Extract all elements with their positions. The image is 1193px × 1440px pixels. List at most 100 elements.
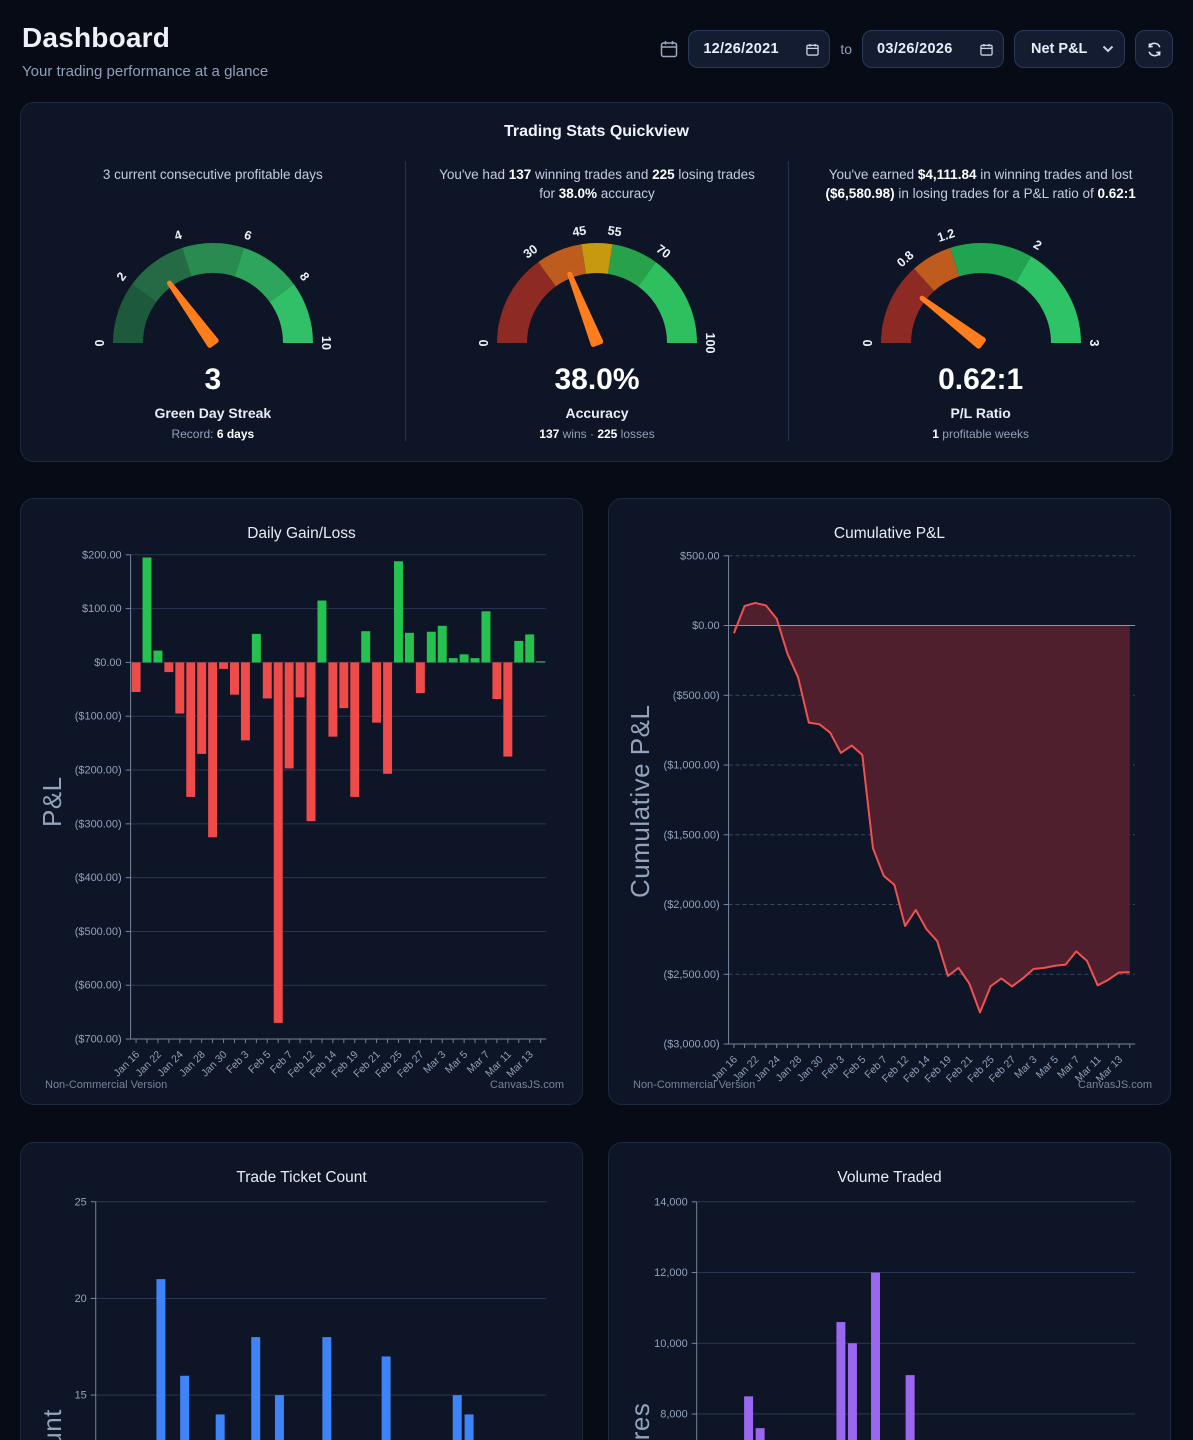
gauge-column-pl-ratio: You've earned $4,111.84 in winning trade…: [788, 161, 1172, 441]
svg-text:$0.00: $0.00: [94, 657, 121, 669]
chart-panel-trade-ticket-count: Trade Ticket Count Count 25 20 15: [20, 1142, 583, 1440]
svg-text:($500.00): ($500.00): [673, 690, 720, 702]
header-titles: Dashboard Your trading performance at a …: [22, 22, 268, 80]
svg-text:Feb 3: Feb 3: [820, 1054, 847, 1081]
gauge-caption: You've earned $4,111.84 in winning trade…: [825, 167, 1136, 201]
y-axis-title: Cumulative P&L: [625, 704, 655, 899]
svg-text:12,000: 12,000: [654, 1267, 688, 1279]
svg-text:($1,500.00): ($1,500.00): [664, 829, 720, 841]
chart-title: Volume Traded: [837, 1169, 942, 1186]
chart-title: Cumulative P&L: [833, 525, 946, 542]
gauge-column-accuracy: You've had 137 winning trades and 225 lo…: [404, 161, 789, 441]
svg-text:Mar 5: Mar 5: [444, 1049, 471, 1076]
header: Dashboard Your trading performance at a …: [20, 20, 1173, 80]
gauge-title: P/L Ratio: [950, 405, 1011, 421]
calendar-picker-icon[interactable]: [980, 43, 993, 56]
svg-text:Feb 5: Feb 5: [842, 1054, 869, 1081]
volume-traded-chart[interactable]: 14,000 12,000 10,000 8,000: [609, 1143, 1170, 1440]
svg-text:6: 6: [242, 228, 253, 243]
svg-text:($500.00): ($500.00): [75, 926, 122, 938]
svg-text:($3,000.00): ($3,000.00): [664, 1039, 720, 1051]
svg-text:14,000: 14,000: [654, 1196, 688, 1208]
svg-text:($2,000.00): ($2,000.00): [664, 899, 720, 911]
svg-text:Feb 3: Feb 3: [225, 1049, 252, 1076]
quickview-title: Trading Stats Quickview: [504, 123, 689, 140]
metric-select[interactable]: Net P&L: [1031, 41, 1094, 57]
date-from-field[interactable]: [688, 30, 831, 68]
svg-text:45: 45: [571, 223, 587, 239]
date-range-to-label: to: [840, 41, 852, 57]
svg-text:($600.00): ($600.00): [75, 980, 122, 992]
svg-text:70: 70: [654, 242, 674, 262]
svg-text:($200.00): ($200.00): [75, 765, 122, 777]
gauge-subtitle: 1 profitable weeks: [932, 427, 1030, 441]
svg-text:($300.00): ($300.00): [75, 818, 122, 830]
refresh-button[interactable]: [1135, 30, 1173, 68]
svg-text:Mar 3: Mar 3: [1013, 1054, 1040, 1081]
svg-text:8,000: 8,000: [660, 1409, 687, 1421]
svg-text:$200.00: $200.00: [82, 549, 122, 561]
calendar-icon: [660, 40, 678, 58]
svg-text:10,000: 10,000: [654, 1338, 688, 1350]
date-from-input[interactable]: [703, 41, 796, 57]
svg-text:($2,500.00): ($2,500.00): [664, 969, 720, 981]
chevron-down-icon: [1102, 45, 1114, 53]
svg-text:8: 8: [297, 270, 312, 284]
svg-text:4: 4: [172, 228, 183, 243]
svg-text:($700.00): ($700.00): [75, 1034, 122, 1046]
chart-title: Trade Ticket Count: [236, 1169, 367, 1186]
svg-text:2: 2: [1031, 237, 1044, 253]
chart-panel-cumulative-pl: Cumulative P&L Cumulative P&L $500.00 $0.…: [608, 498, 1171, 1105]
svg-text:10: 10: [319, 336, 333, 350]
gauge-chart-accuracy: 0 30 45 55 70 100: [477, 223, 717, 354]
calendar-picker-icon[interactable]: [806, 43, 820, 56]
cumulative-pl-chart[interactable]: $500.00 $0.00 ($500.00) ($1,000.00) ($1,500.…: [609, 499, 1170, 1104]
svg-text:100: 100: [703, 333, 717, 354]
svg-text:($100.00): ($100.00): [75, 711, 122, 723]
gauge-chart-pl-ratio: 0 0.8 1.2 2 3: [861, 226, 1101, 349]
chart-panel-volume-traded: Volume Traded Shares 14,000 12,000 10,000 8…: [608, 1142, 1171, 1440]
quickview-grid: 3 current consecutive profitable days 0 2…: [21, 161, 1172, 441]
daily-gain-loss-chart[interactable]: $200.00 $100.00 $0.00 ($100.00) ($200.00) ($3…: [21, 499, 582, 1104]
trade-ticket-count-chart[interactable]: 25 20 15: [21, 1143, 582, 1440]
gauge-value: 0.62:1: [938, 363, 1024, 396]
date-to-field[interactable]: [862, 30, 1004, 68]
y-axis-title: Count: [37, 1143, 68, 1440]
gauge-value: 3: [204, 363, 222, 396]
svg-text:0: 0: [861, 339, 875, 346]
svg-text:30: 30: [521, 242, 541, 262]
gauge-title: Green Day Streak: [154, 405, 272, 421]
gauge-value: 38.0%: [554, 363, 640, 396]
canvasjs-link[interactable]: CanvasJS.com: [1078, 1079, 1152, 1091]
svg-text:25: 25: [75, 1196, 87, 1208]
gauge-caption: You've had 137 winning trades and 225 lo…: [439, 167, 755, 201]
svg-text:0: 0: [93, 339, 107, 346]
page-title: Dashboard: [22, 22, 171, 53]
refresh-icon: [1146, 41, 1163, 58]
svg-text:0: 0: [477, 339, 491, 346]
gauge-caption: 3 current consecutive profitable days: [102, 167, 323, 182]
svg-text:($400.00): ($400.00): [75, 872, 122, 884]
gauge-subtitle: 137 wins · 225 losses: [539, 427, 655, 441]
canvasjs-link[interactable]: CanvasJS.com: [490, 1079, 564, 1091]
metric-select-wrap[interactable]: Net P&L: [1014, 30, 1125, 68]
gauge-title: Accuracy: [565, 405, 629, 421]
noncommercial-watermark: Non-Commercial Version: [633, 1079, 756, 1091]
svg-text:$100.00: $100.00: [82, 603, 122, 615]
noncommercial-watermark: Non-Commercial Version: [45, 1079, 168, 1091]
y-axis-title: P&L: [37, 776, 67, 827]
svg-text:Feb 5: Feb 5: [247, 1049, 274, 1076]
svg-text:0.8: 0.8: [894, 248, 916, 270]
svg-text:1.2: 1.2: [935, 226, 956, 245]
gauge-chart-green-day-streak: 0 2 4 6 8 10: [93, 228, 333, 350]
gauge-subtitle: Record: 6 days: [171, 427, 255, 441]
date-to-input[interactable]: [877, 41, 969, 57]
svg-text:Mar 5: Mar 5: [1034, 1054, 1061, 1081]
svg-text:3: 3: [1087, 340, 1101, 347]
svg-text:$0.00: $0.00: [692, 620, 719, 632]
svg-text:15: 15: [75, 1390, 87, 1402]
svg-text:Mar 3: Mar 3: [422, 1049, 449, 1076]
chart-panel-daily-gain-loss: Daily Gain/Loss P&L $200.00 $100.00 $0.00 (…: [20, 498, 583, 1105]
page-subtitle: Your trading performance at a glance: [22, 63, 269, 80]
